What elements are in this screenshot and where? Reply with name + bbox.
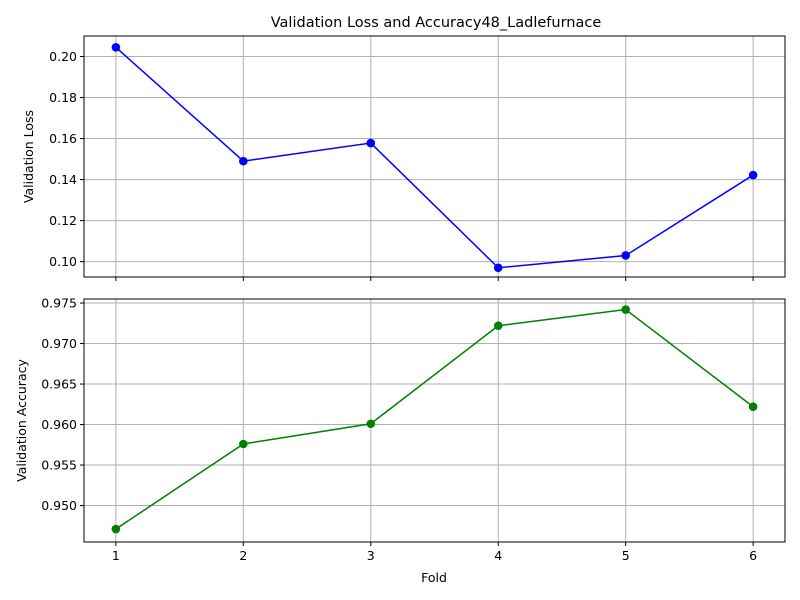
accuracy-y-axis-label: Validation Accuracy xyxy=(14,359,29,482)
y-tick-label: 0.20 xyxy=(49,49,77,64)
loss-ticks: 0.10 0.12 0.14 0.16 0.18 0.20 xyxy=(49,49,754,281)
data-point xyxy=(748,170,758,180)
y-tick-label: 0.16 xyxy=(49,131,77,146)
accuracy-ticks: 1 2 3 4 5 6 0.950 0.955 0.960 0.965 0.970 0.975 xyxy=(41,296,757,563)
data-point xyxy=(239,439,248,449)
accuracy-panel: 1 2 3 4 5 6 0.950 0.955 0.960 0.965 0.970 0.975 Val… xyxy=(14,296,786,563)
data-point xyxy=(621,305,630,314)
data-point xyxy=(111,42,121,52)
loss-series-line xyxy=(115,46,754,269)
chart-title: Validation Loss and Accuracy48_Ladlefurn… xyxy=(271,15,602,31)
loss-axes-frame xyxy=(83,35,786,278)
data-point xyxy=(366,419,376,429)
data-point xyxy=(366,138,376,148)
y-tick-label: 0.18 xyxy=(49,90,77,105)
accuracy-grid xyxy=(84,299,785,542)
accuracy-series-line xyxy=(115,308,754,530)
loss-series-points xyxy=(111,42,758,273)
data-point xyxy=(493,321,503,331)
y-tick-label: 0.975 xyxy=(41,296,77,311)
y-tick-label: 0.14 xyxy=(49,172,77,187)
x-tick-label: 1 xyxy=(112,548,120,563)
y-tick-label: 0.10 xyxy=(49,254,77,269)
y-tick-label: 0.955 xyxy=(41,458,77,473)
y-tick-label: 0.970 xyxy=(41,336,77,351)
y-tick-label: 0.12 xyxy=(49,213,77,228)
x-tick-label: 3 xyxy=(367,548,375,563)
x-tick-label: 2 xyxy=(239,548,247,563)
x-tick-label: 5 xyxy=(622,548,630,563)
x-axis-label: Fold xyxy=(421,570,447,585)
x-tick-label: 6 xyxy=(749,548,757,563)
accuracy-axes-frame xyxy=(83,298,786,543)
loss-panel: 0.10 0.12 0.14 0.16 0.18 0.20 Validation Loss xyxy=(21,35,786,281)
data-point xyxy=(748,402,758,412)
data-point xyxy=(621,251,630,260)
loss-y-axis-label: Validation Loss xyxy=(21,110,36,203)
y-tick-label: 0.960 xyxy=(41,417,77,432)
data-point xyxy=(111,524,121,534)
loss-grid xyxy=(84,36,785,277)
x-tick-label: 4 xyxy=(494,548,502,563)
data-point xyxy=(239,156,248,166)
data-point xyxy=(493,263,503,273)
y-tick-label: 0.950 xyxy=(41,498,77,513)
accuracy-series-points xyxy=(111,305,758,534)
y-tick-label: 0.965 xyxy=(41,377,77,392)
